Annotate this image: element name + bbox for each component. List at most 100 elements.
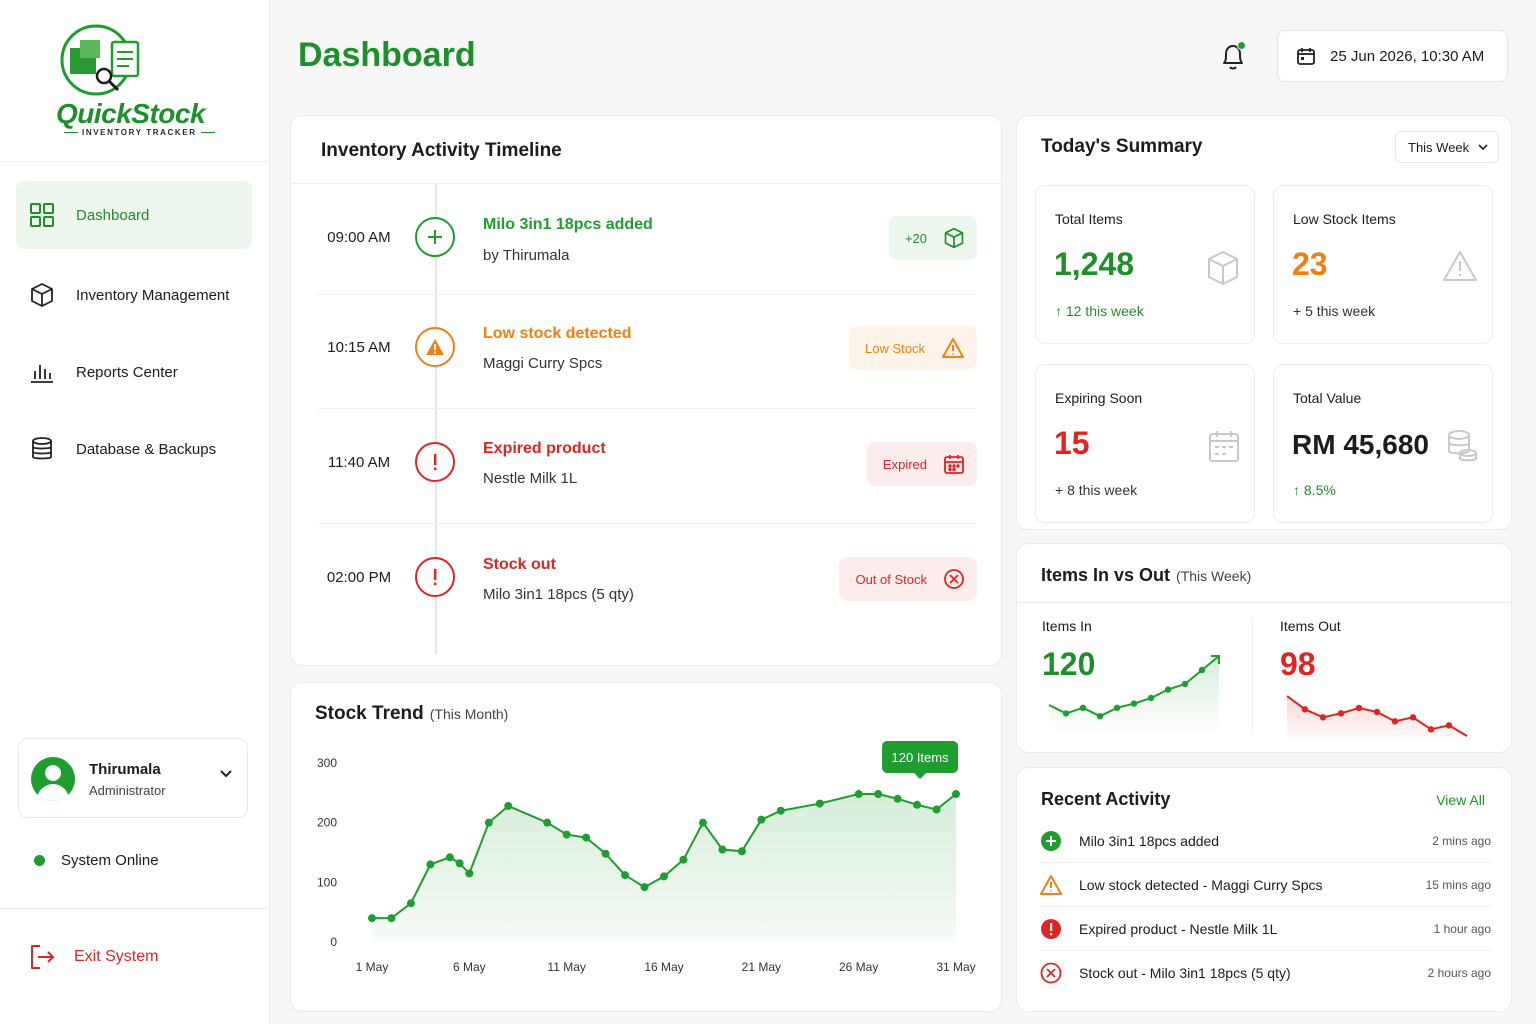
event-detail: by Thirumala — [483, 247, 570, 264]
todays-summary-card: Today's Summary This Week Total Items 1,… — [1016, 115, 1512, 530]
timeline-event[interactable]: 10:15 AM Low stock detected Maggi Curry … — [291, 294, 1001, 404]
sidebar-item-dashboard[interactable]: Dashboard — [16, 181, 252, 249]
box-icon — [943, 227, 965, 249]
stat-change: ↑ 12 this week — [1055, 303, 1144, 319]
badge-label: +20 — [904, 230, 927, 246]
coins-outline-icon — [1448, 430, 1477, 462]
trend-point — [854, 790, 863, 799]
timeline-event[interactable]: 09:00 AM Milo 3in1 18pcs added by Thirum… — [291, 184, 1001, 294]
logo-mark-icon — [60, 24, 140, 96]
datetime-display: 25 Jun 2026, 10:30 AM — [1277, 30, 1508, 82]
timeline-event[interactable]: 11:40 AM Expired product Nestle Milk 1L … — [291, 408, 1001, 518]
activity-text: Milo 3in1 18pcs added — [1079, 832, 1220, 849]
trend-point — [952, 790, 960, 799]
stat-value: 15 — [1054, 425, 1090, 461]
stat-label: Expiring Soon — [1055, 390, 1143, 406]
items-in-label: Items In — [1042, 618, 1092, 634]
sparkline-point — [1164, 686, 1172, 693]
list-item[interactable]: Low stock detected - Maggi Curry Spcs 15… — [1039, 863, 1491, 907]
event-detail: Milo 3in1 18pcs (5 qty) — [483, 586, 634, 603]
sparkline-point — [1130, 700, 1138, 707]
stock-trend-card: Stock Trend (This Month) 0 100 200 300 1 May 6… — [290, 682, 1002, 1012]
notifications-button[interactable] — [1218, 40, 1248, 72]
sidebar-item-database[interactable]: Database & Backups — [16, 415, 252, 483]
y-tick-label: 300 — [317, 756, 337, 770]
badge-label: Out of Stock — [855, 571, 927, 587]
exit-button[interactable]: Exit System — [28, 943, 158, 971]
trend-point — [640, 883, 649, 892]
chevron-down-icon — [1478, 144, 1488, 151]
sparkline-point — [1391, 718, 1399, 725]
badge-label: Low Stock — [865, 340, 925, 356]
inout-title: Items In vs Out — [1041, 565, 1171, 585]
sidebar-item-reports[interactable]: Reports Center — [16, 338, 252, 406]
stat-change: + 5 this week — [1293, 303, 1376, 319]
trend-point — [455, 859, 464, 868]
box-icon — [28, 281, 56, 309]
event-title: Low stock detected — [483, 325, 632, 342]
stock-trend-chart: 0 100 200 300 1 May 6 May 11 May 16 May 21 May 26… — [317, 741, 976, 974]
plus-circle-icon — [1039, 830, 1063, 852]
chart-subtitle: (This Month) — [429, 706, 509, 722]
stat-value: 1,248 — [1054, 246, 1135, 282]
items-out-label: Items Out — [1280, 618, 1341, 634]
system-status: System Online — [34, 852, 159, 869]
x-tick-label: 11 May — [547, 960, 585, 974]
trend-header: Stock Trend (This Month) — [315, 703, 508, 725]
warning-icon — [1039, 874, 1063, 896]
items-in-sparkline — [1048, 655, 1220, 734]
sparkline-point — [1198, 666, 1206, 674]
chart-title: Stock Trend — [315, 703, 424, 724]
view-all-link[interactable]: View All — [1436, 792, 1485, 808]
trend-point — [387, 914, 396, 923]
trend-point — [874, 790, 883, 799]
status-badge: Out of Stock — [839, 557, 977, 601]
warning-icon — [415, 327, 455, 367]
tooltip-box — [882, 741, 959, 773]
logout-icon — [31, 945, 54, 969]
trend-point — [445, 853, 454, 862]
grid-icon — [28, 201, 56, 229]
list-item[interactable]: Milo 3in1 18pcs added 2 mins ago — [1039, 819, 1491, 863]
datetime-text: 25 Jun 2026, 10:30 AM — [1330, 47, 1485, 65]
trend-point — [932, 805, 941, 814]
trend-point — [368, 914, 376, 923]
trend-point — [504, 801, 513, 810]
event-title: Milo 3in1 18pcs added — [483, 216, 653, 233]
trend-point — [718, 845, 727, 854]
trend-point — [562, 830, 571, 839]
items-out-value: 98 — [1280, 646, 1316, 682]
stat-label: Total Items — [1055, 211, 1123, 227]
stat-change: ↑ 8.5% — [1293, 482, 1336, 498]
warning-outline-icon — [941, 337, 965, 359]
plus-icon — [415, 217, 455, 257]
list-item[interactable]: Stock out - Milo 3in1 18pcs (5 qty) 2 ho… — [1039, 951, 1491, 995]
user-menu[interactable]: Thirumala Administrator — [18, 738, 248, 818]
list-item[interactable]: Expired product - Nestle Milk 1L 1 hour … — [1039, 907, 1491, 951]
stat-total-value: Total Value RM 45,680 ↑ 8.5% — [1273, 364, 1493, 523]
status-badge: +20 — [888, 216, 977, 260]
items-in-out-card: Items In vs Out (This Week) Items In 120 … — [1016, 543, 1512, 753]
box-outline-icon — [1208, 251, 1238, 285]
sparkline-area — [1049, 656, 1219, 734]
sparkline-point — [1337, 710, 1345, 717]
timeline-event[interactable]: 02:00 PM Stock out Milo 3in1 18pcs (5 qt… — [291, 523, 1001, 633]
bar-chart-icon — [28, 358, 56, 386]
x-tick-label: 6 May — [453, 960, 486, 974]
event-time: 09:00 AM — [327, 229, 391, 246]
sidebar: QuickStock INVENTORY TRACKER Dashboard I… — [0, 0, 270, 1024]
status-dot-icon — [34, 855, 45, 866]
trend-point — [660, 872, 668, 881]
stat-change: + 8 this week — [1055, 482, 1138, 498]
activity-text: Low stock detected - Maggi Curry Spcs — [1079, 876, 1323, 893]
trend-point — [913, 800, 922, 809]
sparkline-point — [1113, 704, 1121, 711]
alert-circle-icon — [1039, 918, 1063, 940]
trend-point — [757, 815, 766, 824]
range-select[interactable]: This Week — [1395, 131, 1499, 163]
user-role: Administrator — [89, 783, 166, 798]
logo-tagline: INVENTORY TRACKER — [60, 128, 219, 137]
logo-name: QuickStock — [56, 98, 206, 129]
sidebar-item-inventory[interactable]: Inventory Management — [16, 261, 252, 329]
x-circle-icon — [943, 568, 965, 590]
